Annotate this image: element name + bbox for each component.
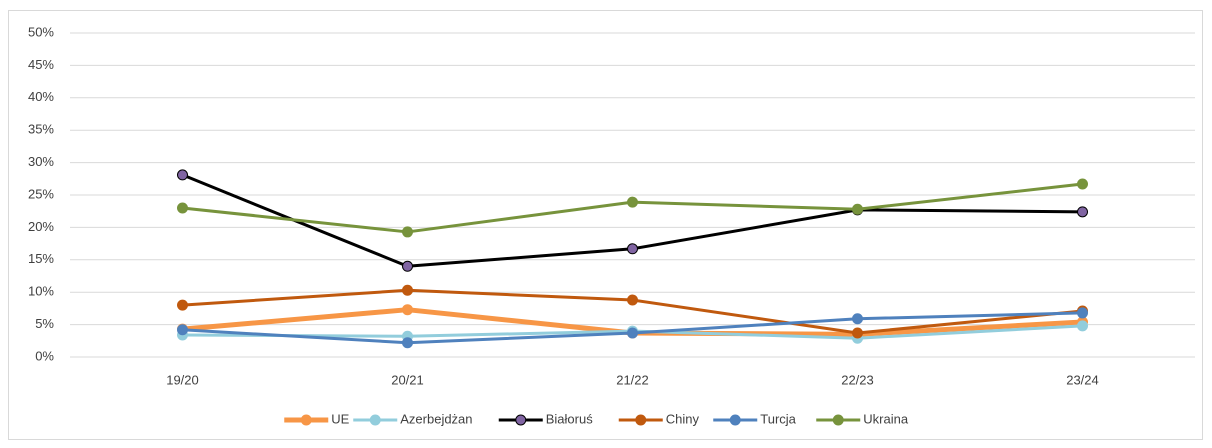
chart-frame: [8, 10, 1203, 440]
data-point: [177, 299, 188, 311]
legend-marker: [515, 414, 527, 426]
y-tick-label: 50%: [28, 24, 54, 39]
data-point: [177, 169, 188, 181]
data-point: [627, 327, 638, 339]
y-tick-label: 25%: [28, 186, 54, 201]
legend-marker: [369, 414, 381, 426]
data-point: [402, 304, 413, 316]
legend-label: Białoruś: [546, 411, 593, 426]
y-tick-label: 0%: [35, 348, 54, 363]
legend-label: Azerbejdżan: [400, 411, 472, 426]
data-point: [627, 294, 638, 306]
y-tick-label: 15%: [28, 251, 54, 266]
data-point: [627, 196, 638, 208]
legend-marker: [832, 414, 844, 426]
x-tick-label: 21/22: [616, 372, 649, 387]
data-point: [852, 203, 863, 215]
data-point: [1077, 178, 1088, 190]
data-point: [1077, 206, 1088, 218]
data-point: [852, 327, 863, 339]
legend-marker: [729, 414, 741, 426]
y-tick-label: 40%: [28, 89, 54, 104]
data-point: [402, 226, 413, 238]
data-point: [627, 243, 638, 255]
x-tick-label: 23/24: [1066, 372, 1099, 387]
data-point: [402, 337, 413, 349]
legend-label: Turcja: [760, 411, 796, 426]
y-tick-label: 30%: [28, 154, 54, 169]
legend-label: Chiny: [666, 411, 700, 426]
data-point: [1077, 307, 1088, 319]
y-tick-label: 20%: [28, 219, 54, 234]
data-point: [852, 313, 863, 325]
data-point: [177, 202, 188, 214]
legend-marker: [635, 414, 647, 426]
legend-marker: [300, 414, 312, 426]
x-tick-label: 19/20: [166, 372, 199, 387]
data-point: [402, 260, 413, 272]
y-tick-label: 10%: [28, 284, 54, 299]
y-tick-label: 35%: [28, 122, 54, 137]
y-tick-label: 5%: [35, 316, 54, 331]
data-point: [177, 324, 188, 336]
legend-label: UE: [331, 411, 349, 426]
x-tick-label: 20/21: [391, 372, 424, 387]
y-tick-label: 45%: [28, 57, 54, 72]
data-point: [1077, 320, 1088, 332]
legend-label: Ukraina: [863, 411, 909, 426]
data-point: [402, 284, 413, 296]
x-tick-label: 22/23: [841, 372, 874, 387]
